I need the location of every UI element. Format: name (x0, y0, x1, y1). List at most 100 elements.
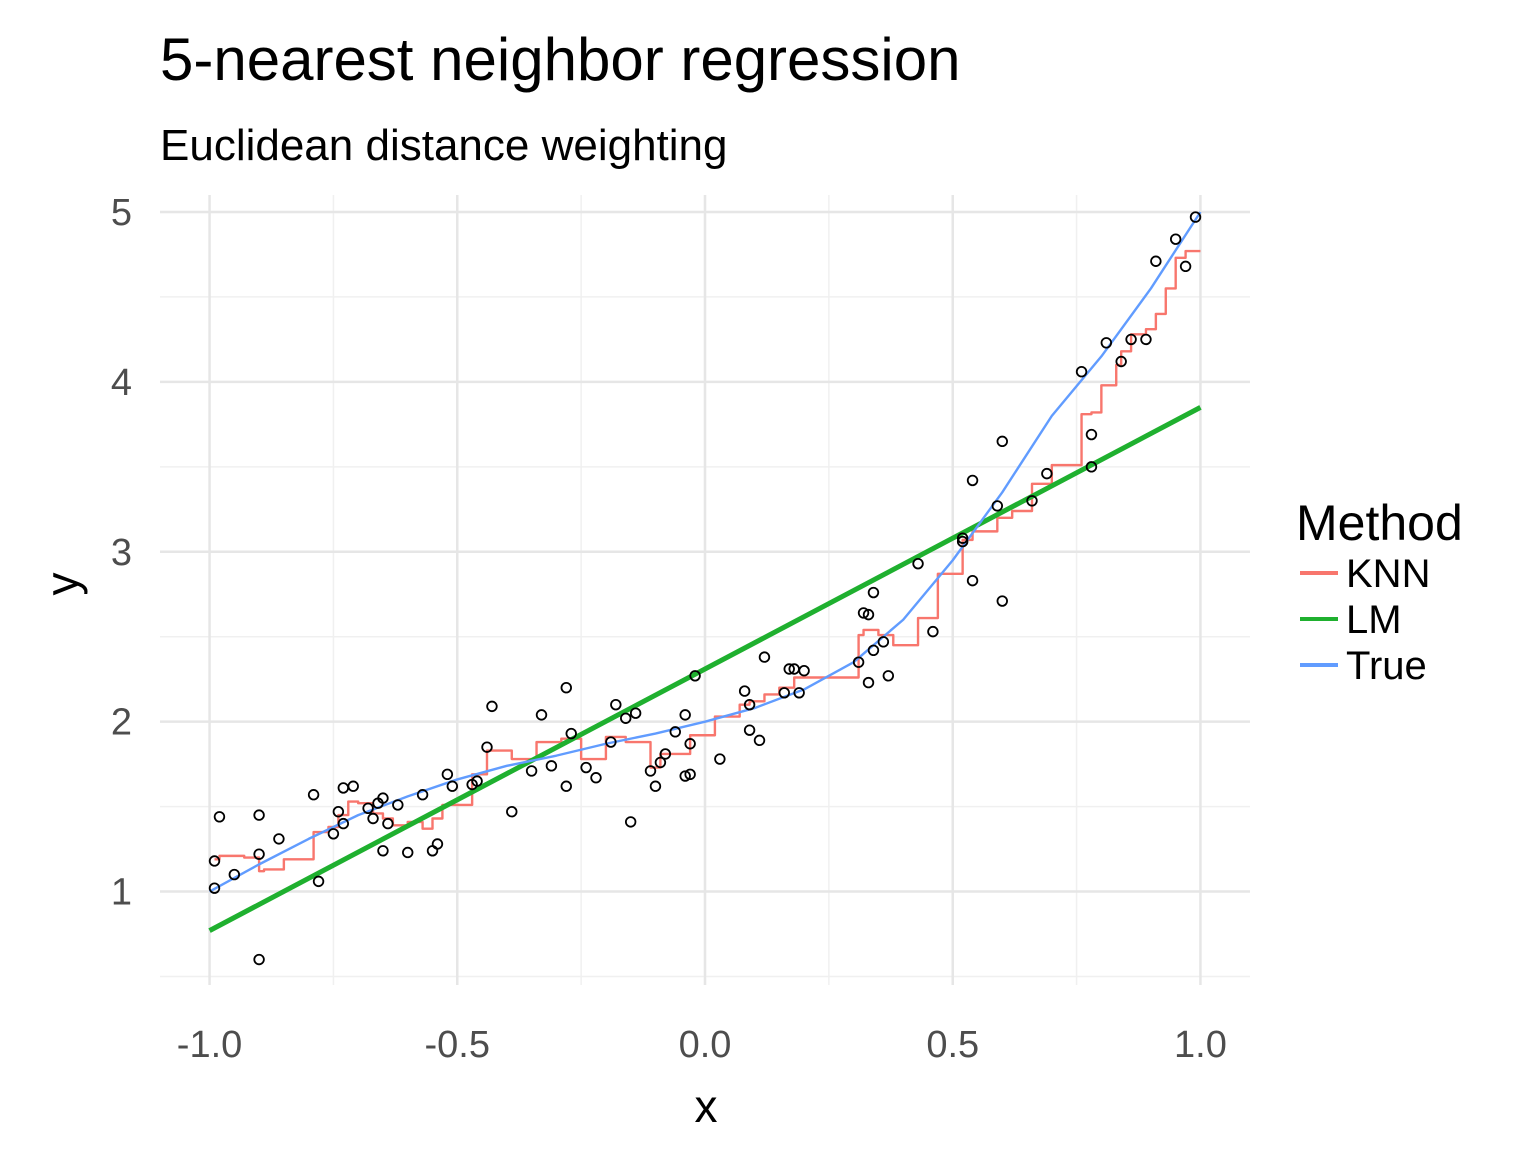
data-point (392, 799, 404, 811)
data-point (1140, 333, 1152, 346)
data-point (956, 535, 969, 548)
data-point (253, 953, 265, 966)
data-point (253, 848, 265, 860)
data-point (1125, 333, 1137, 346)
series-line-knn (214, 249, 1201, 873)
data-point (446, 780, 459, 792)
data-point (882, 670, 895, 682)
x-tick-label: 0.5 (926, 1024, 979, 1066)
data-point (679, 709, 691, 721)
data-point (798, 664, 810, 677)
data-point (367, 812, 379, 825)
y-tick-label: 2 (111, 702, 132, 744)
y-tick-label: 4 (111, 362, 132, 404)
tick-labels: -1.0 -0.5 0.0 0.5 1.0 1 2 3 4 5 (111, 192, 1227, 1066)
data-point (327, 828, 340, 840)
data-point (377, 792, 389, 804)
data-point (956, 532, 969, 544)
data-point (402, 846, 414, 859)
data-point (228, 868, 241, 881)
data-point (1075, 365, 1088, 378)
x-tick-label: 0.0 (679, 1024, 732, 1066)
data-point (714, 753, 726, 765)
data-point (273, 833, 285, 845)
data-point (535, 709, 548, 721)
data-point (679, 770, 691, 782)
data-point (1041, 467, 1053, 480)
data-point (644, 765, 657, 777)
data-point (966, 474, 979, 487)
data-point (560, 681, 572, 694)
data-point (743, 698, 756, 711)
data-point (912, 557, 924, 570)
data-point (312, 875, 325, 888)
data-point (669, 726, 681, 738)
data-point (624, 816, 637, 828)
grid (160, 195, 1250, 985)
data-point (431, 838, 444, 850)
series-layer (208, 211, 1202, 933)
y-tick-label: 1 (111, 872, 132, 914)
x-tick-label: -0.5 (425, 1024, 490, 1066)
data-point (441, 768, 454, 781)
data-point (426, 845, 439, 857)
chart-title: 5-nearest neighbor regression (160, 26, 960, 93)
y-axis-title: y (36, 573, 88, 596)
data-point (590, 772, 602, 784)
data-point (793, 687, 805, 699)
data-point (332, 806, 345, 818)
data-point (684, 768, 696, 781)
data-point (1169, 233, 1182, 245)
data-point (382, 817, 394, 830)
data-point (867, 586, 880, 599)
data-point (347, 780, 359, 792)
data-point (991, 500, 1004, 512)
data-point (689, 670, 701, 682)
data-point (753, 734, 766, 747)
data-point (213, 811, 226, 823)
data-point (1085, 428, 1098, 441)
data-point (852, 656, 865, 668)
series-line-true (208, 211, 1202, 893)
data-point (1150, 255, 1162, 267)
data-point (525, 765, 538, 777)
data-point (649, 780, 662, 792)
y-tick-label: 3 (111, 532, 132, 574)
data-point (605, 736, 617, 748)
data-point (560, 780, 572, 792)
data-point (545, 760, 558, 772)
series-line-lm (208, 405, 1202, 933)
data-point (857, 607, 870, 619)
data-point (565, 727, 577, 740)
legend-title: Method (1296, 495, 1463, 551)
data-point (1189, 211, 1202, 223)
data-point (783, 663, 795, 675)
data-point (377, 845, 389, 857)
data-point (743, 724, 756, 736)
chart-subtitle: Euclidean distance weighting (160, 121, 728, 170)
data-point (337, 817, 350, 830)
x-tick-label: -1.0 (177, 1024, 242, 1066)
legend-label-lm: LM (1346, 598, 1402, 642)
data-point (867, 644, 880, 657)
data-point (927, 625, 939, 638)
data-point (1026, 495, 1038, 507)
data-point (659, 748, 672, 760)
data-point (253, 809, 265, 821)
data-point (738, 685, 751, 697)
points-layer (208, 211, 1202, 966)
legend-label-true: True (1346, 644, 1427, 688)
data-point (654, 756, 667, 769)
data-point (506, 806, 518, 818)
data-point (481, 741, 493, 753)
data-point (416, 789, 429, 801)
data-point (362, 802, 374, 815)
data-point (758, 651, 771, 663)
data-point (1100, 337, 1113, 349)
data-point (208, 882, 221, 894)
data-point (1085, 461, 1098, 473)
data-point (620, 712, 632, 724)
y-tick-label: 5 (111, 192, 132, 234)
data-point (610, 698, 622, 711)
